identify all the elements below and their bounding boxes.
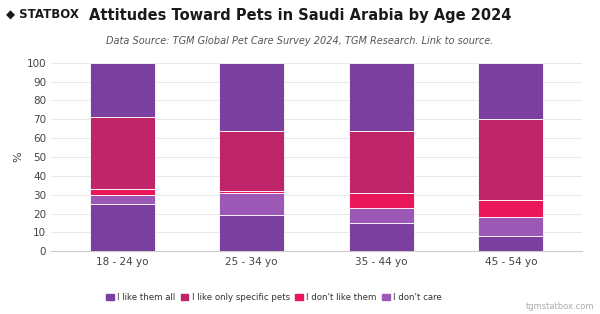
Bar bbox=[90, 189, 155, 195]
Bar bbox=[220, 131, 284, 191]
Bar bbox=[478, 217, 543, 236]
Bar bbox=[220, 193, 284, 215]
Bar bbox=[349, 223, 413, 251]
Y-axis label: %: % bbox=[14, 152, 24, 162]
Bar bbox=[349, 131, 413, 193]
Bar bbox=[90, 117, 155, 189]
Bar bbox=[90, 204, 155, 251]
Text: ◆ STATBOX: ◆ STATBOX bbox=[6, 8, 79, 21]
Bar bbox=[90, 195, 155, 204]
Bar bbox=[220, 215, 284, 251]
Bar bbox=[478, 63, 543, 119]
Bar bbox=[220, 63, 284, 131]
Legend: I like them all, I like only specific pets, I don't like them, I don't care: I like them all, I like only specific pe… bbox=[103, 290, 445, 305]
Text: Attitudes Toward Pets in Saudi Arabia by Age 2024: Attitudes Toward Pets in Saudi Arabia by… bbox=[89, 8, 511, 23]
Bar bbox=[349, 63, 413, 131]
Text: tgmstatbox.com: tgmstatbox.com bbox=[526, 302, 594, 311]
Bar bbox=[478, 236, 543, 251]
Text: Data Source: TGM Global Pet Care Survey 2024, TGM Research. Link to source.: Data Source: TGM Global Pet Care Survey … bbox=[106, 36, 494, 46]
Bar bbox=[478, 200, 543, 217]
Bar bbox=[349, 193, 413, 208]
Bar bbox=[478, 119, 543, 200]
Bar bbox=[220, 191, 284, 193]
Bar bbox=[90, 63, 155, 117]
Bar bbox=[349, 208, 413, 223]
